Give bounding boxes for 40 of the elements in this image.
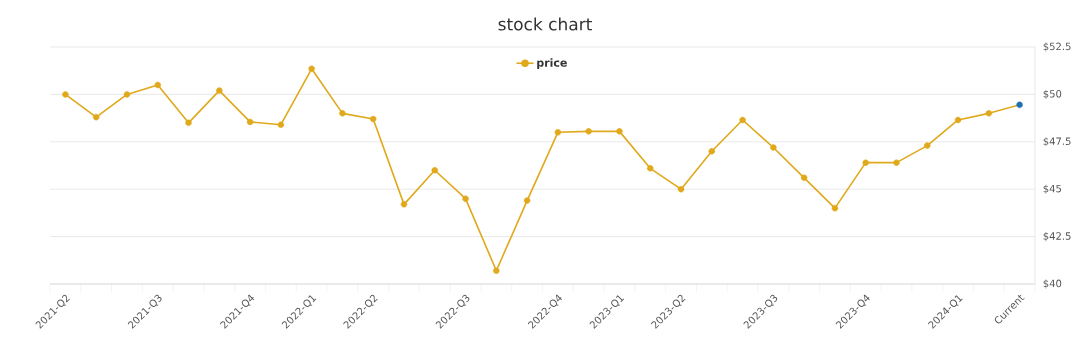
point — [800, 174, 808, 182]
point — [523, 197, 531, 204]
point — [154, 81, 161, 89]
point — [400, 201, 408, 208]
point — [554, 129, 562, 136]
point — [616, 128, 623, 135]
point — [246, 118, 254, 126]
y-tick-label: $50 — [1043, 89, 1062, 99]
point — [739, 116, 746, 124]
point — [123, 91, 131, 98]
point — [62, 91, 69, 98]
y-tick-label: $40 — [1043, 279, 1062, 289]
point — [308, 65, 315, 72]
legend-label: price — [537, 58, 567, 69]
chart-title: stock chart — [498, 17, 592, 31]
point — [677, 185, 685, 193]
point — [647, 165, 654, 172]
point — [339, 110, 346, 117]
point — [216, 87, 223, 94]
y-tick-label: $52.5 — [1043, 42, 1071, 52]
point — [1016, 101, 1023, 109]
y-tick-label: $47.5 — [1043, 137, 1071, 147]
point — [708, 148, 715, 155]
point — [770, 144, 777, 151]
point — [185, 119, 192, 127]
point — [985, 110, 993, 117]
y-tick-label: $45 — [1043, 184, 1061, 194]
point — [370, 115, 377, 123]
point — [493, 267, 500, 274]
point — [831, 204, 839, 212]
point — [585, 128, 592, 135]
point — [893, 159, 900, 166]
point — [954, 116, 962, 124]
point — [92, 113, 100, 121]
point — [462, 195, 469, 202]
point — [862, 159, 869, 166]
point — [277, 121, 285, 128]
point — [924, 142, 931, 149]
point — [431, 167, 438, 174]
y-tick-label: $42.5 — [1043, 232, 1071, 242]
